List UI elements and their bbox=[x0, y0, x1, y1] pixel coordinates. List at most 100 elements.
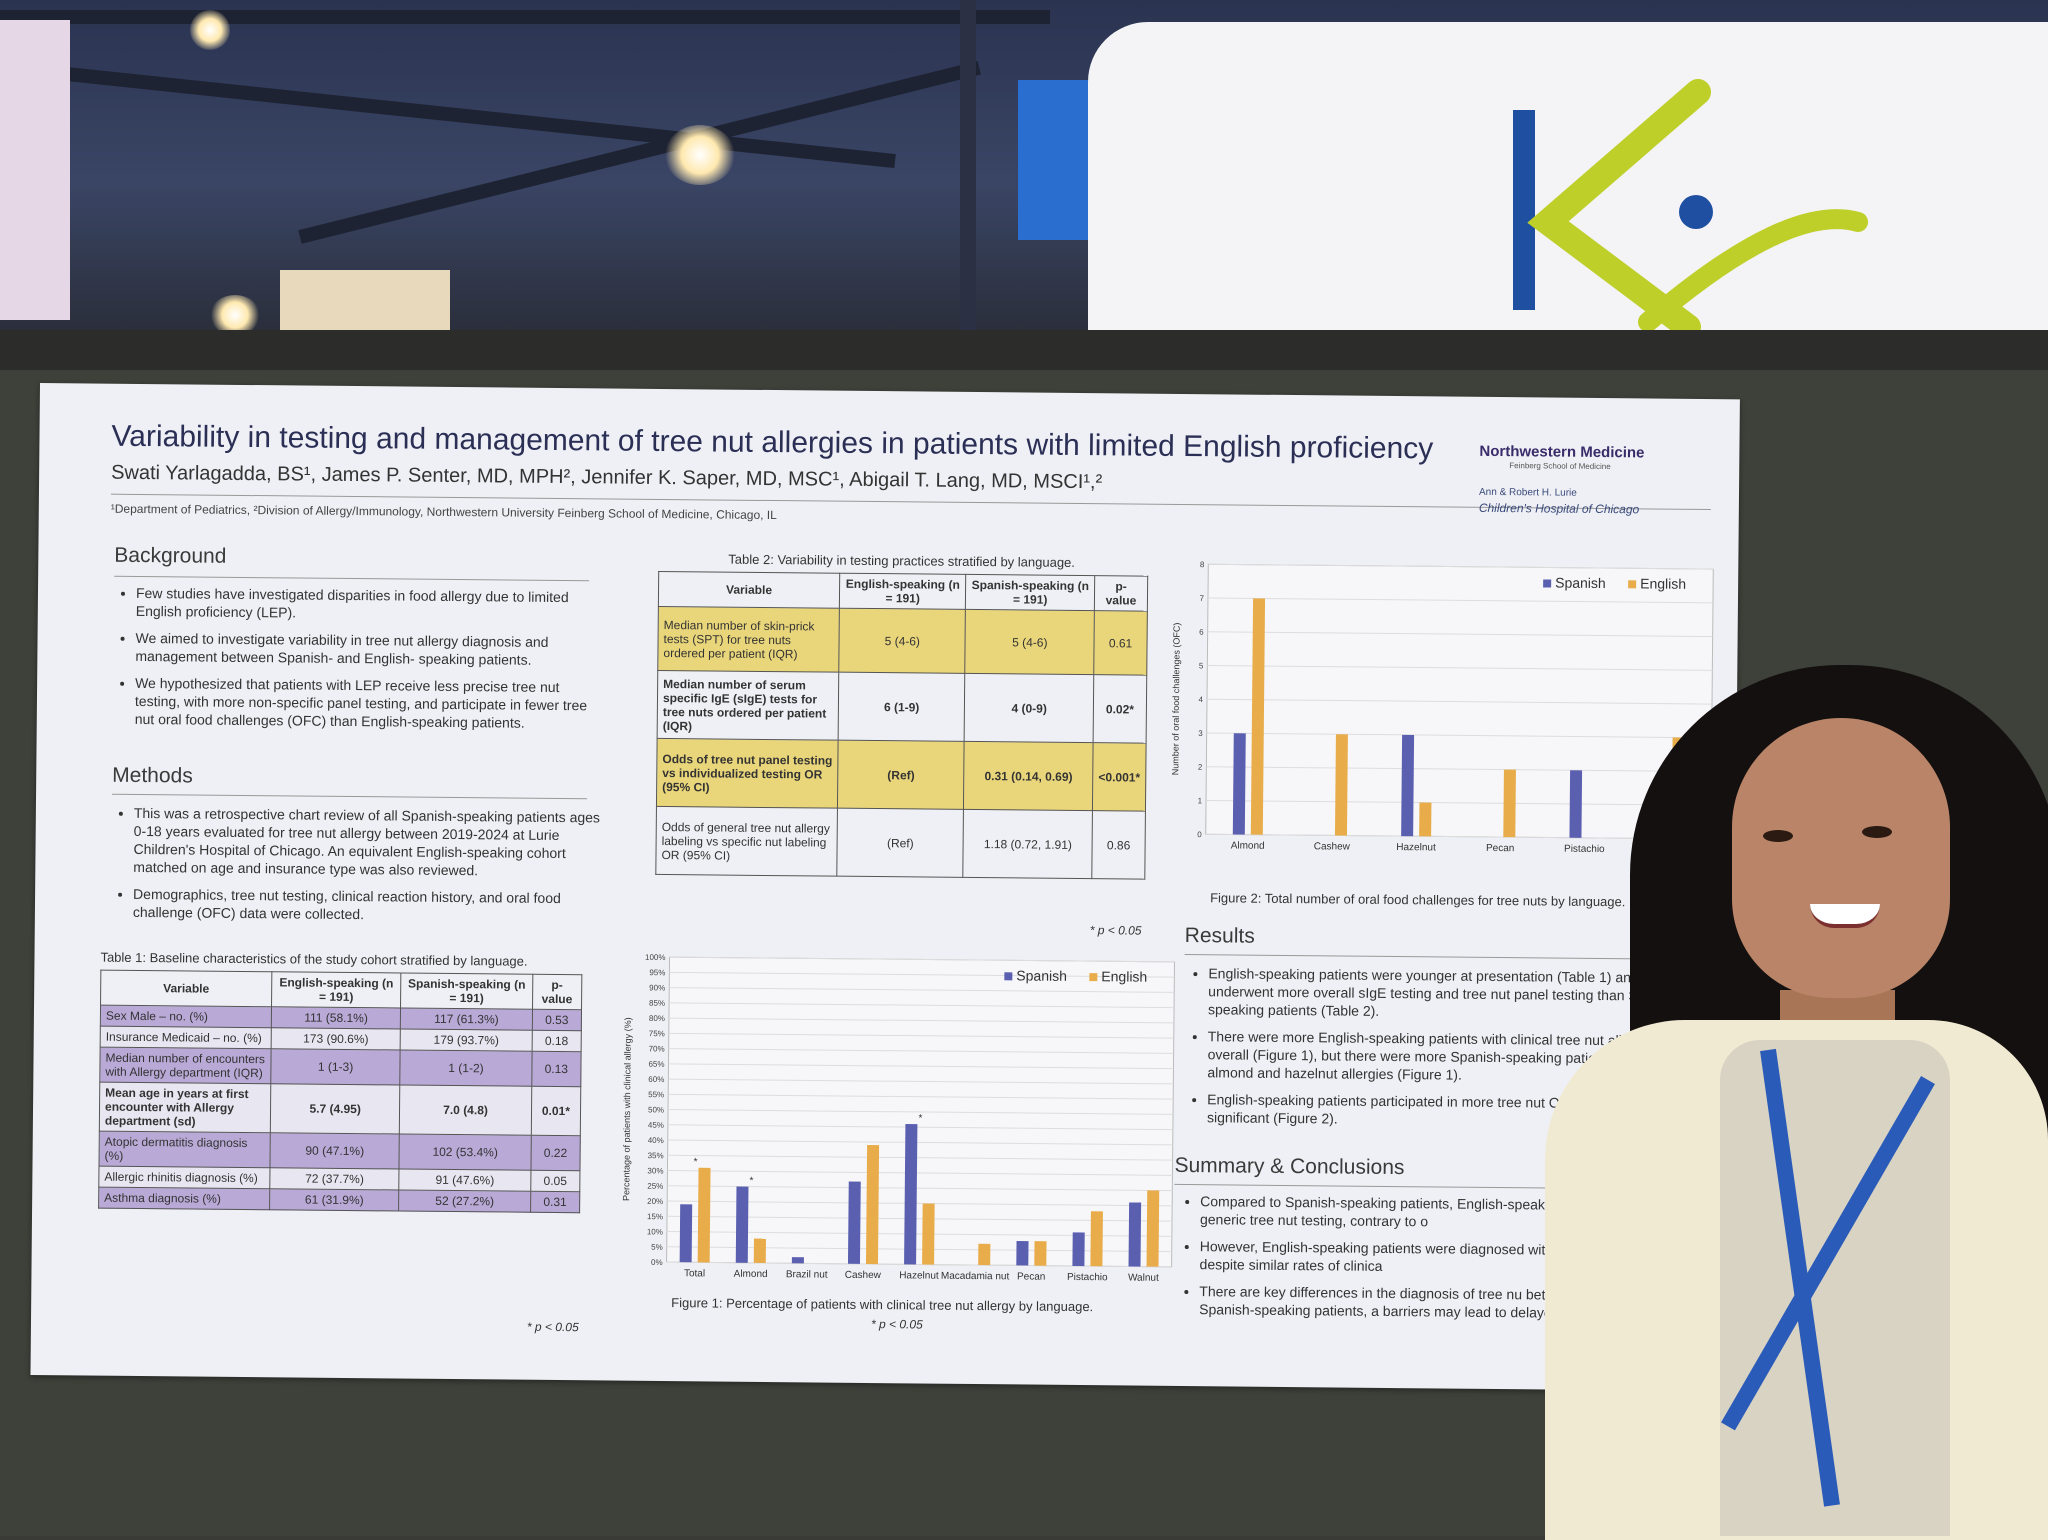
background-list: Few studies have investigated disparitie… bbox=[117, 584, 606, 742]
background-heading: Background bbox=[114, 544, 226, 569]
bar-spanish bbox=[680, 1204, 693, 1262]
table-cell: 1 (1-3) bbox=[271, 1049, 401, 1085]
table-header: English-speaking (n = 191) bbox=[272, 972, 402, 1008]
bar-spanish bbox=[1569, 770, 1582, 838]
table-row: Mean age in years at first encounter wit… bbox=[99, 1082, 580, 1136]
x-tick-label: Almond bbox=[734, 1269, 768, 1280]
table-cell: 0.01* bbox=[531, 1086, 581, 1135]
table-cell: Median number of serum specific IgE (sIg… bbox=[657, 670, 839, 740]
poster-authors: Swati Yarlagadda, BS¹, James P. Senter, … bbox=[111, 462, 1102, 495]
ceiling-light bbox=[665, 125, 735, 185]
y-tick-label: 25% bbox=[647, 1182, 663, 1191]
table-cell: 0.53 bbox=[532, 1009, 581, 1030]
table-row: Odds of general tree nut allergy labelin… bbox=[656, 806, 1146, 879]
y-tick-label: 20% bbox=[647, 1197, 663, 1206]
legend-label: Spanish bbox=[1016, 967, 1067, 983]
bar-english bbox=[1147, 1190, 1160, 1266]
table-cell: 0.18 bbox=[532, 1030, 581, 1051]
y-tick-label: 5% bbox=[651, 1243, 663, 1252]
table-cell: 1 (1-2) bbox=[400, 1050, 532, 1086]
person-eye bbox=[1763, 830, 1793, 842]
bar-spanish bbox=[792, 1257, 804, 1263]
table-cell: 0.05 bbox=[531, 1170, 580, 1191]
ceiling bbox=[0, 0, 2048, 330]
x-tick-label: Pistachio bbox=[1067, 1272, 1108, 1283]
table2: Variable English-speaking (n = 191) Span… bbox=[655, 571, 1148, 880]
y-tick-label: 15% bbox=[647, 1212, 663, 1221]
y-tick-label: 90% bbox=[649, 983, 665, 992]
person-eye bbox=[1862, 826, 1892, 838]
table-cell: 7.0 (4.8) bbox=[400, 1085, 532, 1135]
x-tick-label: Walnut bbox=[1128, 1272, 1159, 1283]
significance-marker: * bbox=[750, 1176, 754, 1187]
wall-pillar bbox=[0, 20, 70, 320]
methods-item: This was a retrospective chart review of… bbox=[133, 804, 604, 881]
table1-caption: Table 1: Baseline characteristics of the… bbox=[100, 950, 527, 969]
bar-english bbox=[1090, 1211, 1103, 1266]
table-cell: 6 (1-9) bbox=[838, 672, 965, 741]
y-tick-label: 3 bbox=[1198, 729, 1203, 738]
y-tick-label: 95% bbox=[649, 968, 665, 977]
bar-spanish bbox=[1016, 1241, 1028, 1266]
table-cell: 102 (53.4%) bbox=[399, 1134, 531, 1170]
background-item: Few studies have investigated disparitie… bbox=[136, 584, 606, 625]
y-tick-label: 7 bbox=[1199, 594, 1204, 603]
blue-banner bbox=[1018, 80, 1088, 240]
y-tick-label: 35% bbox=[648, 1151, 664, 1160]
y-tick-label: 6 bbox=[1199, 628, 1204, 637]
results-heading: Results bbox=[1185, 924, 1255, 949]
table-cell: 91 (47.6%) bbox=[399, 1169, 531, 1191]
legend-swatch bbox=[1628, 580, 1636, 588]
bar-english bbox=[1034, 1241, 1046, 1266]
bar-spanish bbox=[848, 1181, 861, 1263]
table-cell: 0.02* bbox=[1093, 675, 1147, 744]
table-cell: Allergic rhinitis diagnosis (%) bbox=[99, 1166, 270, 1189]
table-cell: 0.13 bbox=[532, 1051, 582, 1086]
y-tick-label: 45% bbox=[648, 1121, 664, 1130]
results-item: English-speaking patients were younger a… bbox=[1208, 964, 1688, 1023]
y-tick-label: 70% bbox=[649, 1044, 665, 1053]
bar-english bbox=[1335, 734, 1348, 835]
lurie-logo-line2: Children's Hospital of Chicago bbox=[1479, 501, 1640, 517]
y-tick-label: 65% bbox=[648, 1060, 664, 1069]
table-cell: 111 (58.1%) bbox=[271, 1007, 400, 1029]
table-row: Asthma diagnosis (%) 61 (31.9%) 52 (27.2… bbox=[99, 1187, 580, 1213]
x-tick-label: Brazil nut bbox=[786, 1269, 828, 1280]
table-cell: Sex Male – no. (%) bbox=[100, 1005, 271, 1028]
table-cell: 0.31 (0.14, 0.69) bbox=[964, 741, 1093, 810]
northwestern-logo-subtitle: Feinberg School of Medicine bbox=[1509, 461, 1610, 471]
y-axis-label: Percentage of patients with clinical all… bbox=[621, 1017, 633, 1201]
overhead-sign bbox=[1088, 22, 2048, 330]
figure1-note: * p < 0.05 bbox=[871, 1317, 923, 1331]
table-cell: (Ref) bbox=[837, 808, 964, 877]
table-cell: <0.001* bbox=[1093, 743, 1147, 812]
methods-list: This was a retrospective chart review of… bbox=[115, 804, 604, 935]
y-tick-label: 50% bbox=[648, 1105, 664, 1114]
table-cell: Odds of tree nut panel testing vs indivi… bbox=[656, 738, 838, 808]
ceiling-column bbox=[960, 0, 976, 330]
y-tick-label: 10% bbox=[647, 1227, 663, 1236]
figure1-chart: 0%5%10%15%20%25%30%35%40%45%50%55%60%65%… bbox=[616, 947, 1189, 1292]
y-tick-label: 1 bbox=[1198, 796, 1203, 805]
table1-note: * p < 0.05 bbox=[527, 1320, 579, 1334]
table-cell: 179 (93.7%) bbox=[400, 1029, 532, 1051]
poster-affiliations: ¹Department of Pediatrics, ²Division of … bbox=[111, 502, 777, 522]
table-row: Median number of serum specific IgE (sIg… bbox=[657, 670, 1147, 743]
x-tick-label: Hazelnut bbox=[1396, 842, 1436, 853]
figure2-caption: Figure 2: Total number of oral food chal… bbox=[1210, 890, 1625, 909]
table-cell: 117 (61.3%) bbox=[401, 1008, 533, 1030]
legend-swatch bbox=[1543, 579, 1551, 587]
table-header: p-value bbox=[532, 974, 582, 1009]
table-cell: Asthma diagnosis (%) bbox=[99, 1187, 270, 1210]
table-cell: 1.18 (0.72, 1.91) bbox=[963, 809, 1092, 878]
sign-logo bbox=[1088, 22, 2048, 330]
person-face bbox=[1732, 718, 1950, 998]
y-axis-label: Number of oral food challenges (OFC) bbox=[1170, 623, 1181, 776]
significance-marker: * bbox=[918, 1113, 922, 1124]
table2-note: * p < 0.05 bbox=[1090, 923, 1142, 937]
bar-english bbox=[978, 1244, 990, 1265]
background-item: We aimed to investigate variability in t… bbox=[135, 629, 605, 670]
table-header-row: Variable English-speaking (n = 191) Span… bbox=[658, 571, 1147, 611]
y-tick-label: 100% bbox=[645, 953, 666, 962]
table-header-row: Variable English-speaking (n = 191) Span… bbox=[101, 970, 582, 1010]
